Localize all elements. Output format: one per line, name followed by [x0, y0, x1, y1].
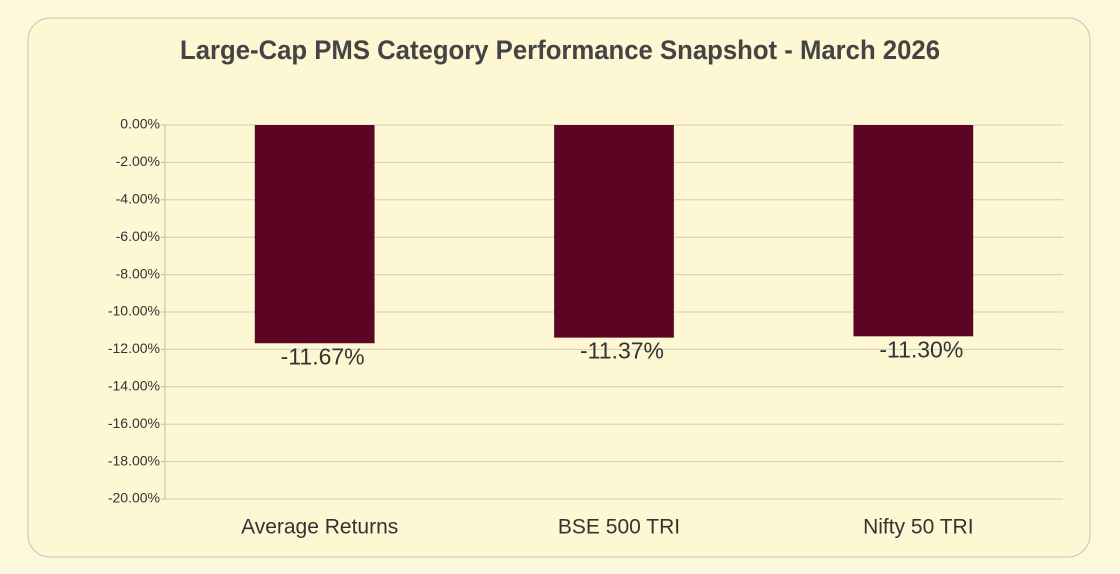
y-tick-label: -4.00%	[116, 191, 160, 207]
y-tick-label: -2.00%	[116, 153, 160, 169]
y-tick-label: -18.00%	[108, 452, 160, 468]
chart-title: Large-Cap PMS Category Performance Snaps…	[180, 35, 940, 65]
bar	[554, 125, 674, 338]
value-label: -11.37%	[580, 338, 664, 364]
x-tick-label: BSE 500 TRI	[558, 516, 680, 539]
y-tick-label: -16.00%	[108, 415, 160, 431]
y-tick-label: -12.00%	[108, 340, 160, 356]
y-tick-label: -20.00%	[108, 490, 160, 506]
bar	[254, 125, 375, 344]
y-tick-label: 0.00%	[120, 116, 160, 132]
x-tick-label: Nifty 50 TRI	[863, 516, 973, 539]
y-tick-label: -8.00%	[116, 265, 160, 281]
y-tick-label: -6.00%	[116, 228, 160, 244]
x-tick-label: Average Returns	[241, 516, 398, 539]
value-label: -11.67%	[281, 343, 365, 369]
value-label: -11.30%	[879, 336, 963, 362]
bar	[853, 125, 974, 337]
y-tick-label: -14.00%	[108, 378, 160, 394]
y-tick-label: -10.00%	[108, 303, 160, 319]
